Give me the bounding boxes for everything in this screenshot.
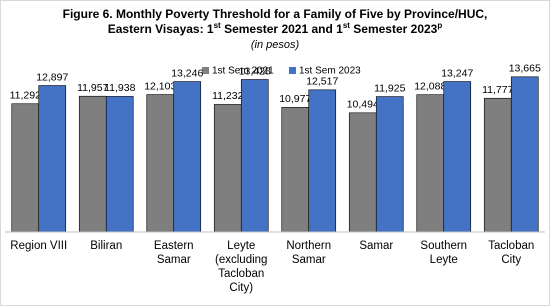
chart-subtitle: (in pesos) (251, 39, 300, 51)
bar (240, 79, 269, 233)
value-label: 12,897 (36, 71, 68, 83)
x-tick-label: Region VIII (10, 240, 67, 252)
bar (78, 95, 107, 233)
x-tick-label: Leyte (excluding Tacloban City) (215, 240, 267, 294)
bar (375, 96, 404, 233)
x-tick-label: Tacloban City (488, 240, 534, 266)
bar (213, 104, 242, 233)
value-label: 12,103 (144, 80, 176, 92)
title-part: st (343, 21, 350, 30)
value-label: 12,088 (414, 80, 446, 92)
value-label: 11,232 (212, 90, 243, 102)
bar (281, 107, 310, 233)
value-label: 13,246 (171, 67, 203, 79)
value-label: 11,292 (10, 90, 41, 102)
value-label: 10,494 (347, 99, 379, 111)
x-tick-label: Samar (359, 240, 393, 252)
x-tick-label: Northern Samar (286, 240, 331, 266)
title-part: p (437, 21, 442, 30)
chart-title: Figure 6. Monthly Poverty Threshold for … (63, 7, 488, 21)
title-part: Semester 2023 (350, 22, 438, 36)
bar (483, 97, 512, 233)
title-part: st (214, 21, 221, 30)
legend-swatch (289, 67, 296, 74)
x-tick-label: Southern Leyte (420, 240, 467, 266)
bar (11, 103, 40, 233)
bar (105, 96, 134, 233)
title-part: Semester 2021 and 1 (221, 22, 343, 36)
value-label: 10,977 (279, 93, 311, 105)
value-label: 13,247 (441, 67, 473, 79)
x-tick-label: Eastern Samar (154, 240, 194, 266)
value-label: 11,777 (482, 84, 513, 96)
value-label: 13,428 (239, 65, 271, 77)
x-tick-label: Biliran (90, 240, 122, 252)
chart-title: Eastern Visayas: 1st Semester 2021 and 1… (108, 21, 443, 37)
legend-swatch (202, 67, 209, 74)
legend-label: 1st Sem 2023 (299, 66, 361, 77)
value-label: 12,517 (306, 76, 338, 88)
bar (173, 81, 202, 233)
value-label: 11,957 (77, 82, 108, 94)
value-label: 13,665 (509, 63, 541, 75)
bar (416, 94, 445, 233)
title-part: Eastern Visayas: 1 (108, 22, 214, 36)
value-label: 11,925 (374, 82, 405, 94)
legend-label: 1st Sem 2021 (212, 66, 274, 77)
bar (308, 89, 337, 233)
bar (510, 76, 539, 233)
value-label: 11,938 (104, 82, 135, 94)
bar (348, 112, 377, 233)
bar (443, 81, 472, 233)
bar (38, 85, 67, 233)
bar (146, 94, 175, 233)
